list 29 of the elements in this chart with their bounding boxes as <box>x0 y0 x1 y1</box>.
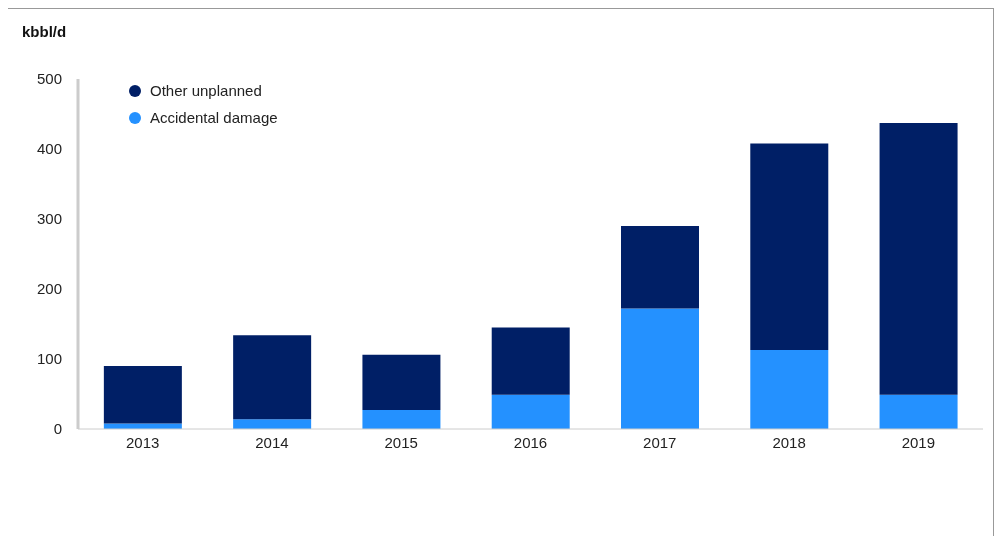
bar <box>233 419 312 429</box>
bar <box>750 349 829 429</box>
bar <box>362 354 441 411</box>
x-tick-label: 2015 <box>384 433 418 451</box>
y-axis-title: kbbl/d <box>22 23 67 40</box>
x-tick-label: 2014 <box>255 433 289 451</box>
bar <box>621 308 699 429</box>
y-tick-label: 300 <box>36 210 62 227</box>
bar <box>362 410 441 429</box>
bar <box>621 226 699 309</box>
bar <box>233 335 312 420</box>
y-tick-label: 500 <box>36 70 62 87</box>
x-tick-label: 2017 <box>643 433 677 451</box>
legend-label: Accidental damage <box>150 108 278 128</box>
y-tick-label: 0 <box>53 420 62 437</box>
y-tick-label: 100 <box>36 350 62 367</box>
x-tick-label: 2018 <box>772 433 806 451</box>
bar <box>491 327 570 395</box>
bar <box>879 394 958 429</box>
legend-label: Other unplanned <box>150 81 262 101</box>
x-tick-label: 2019 <box>901 433 936 451</box>
bar <box>491 394 570 429</box>
y-tick-label: 200 <box>36 280 62 297</box>
bar <box>879 123 958 395</box>
x-tick-label: 2013 <box>125 433 160 451</box>
x-tick-label: 2016 <box>513 433 548 451</box>
bar <box>103 366 182 424</box>
bar <box>750 143 829 350</box>
y-tick-label: 400 <box>36 140 62 157</box>
